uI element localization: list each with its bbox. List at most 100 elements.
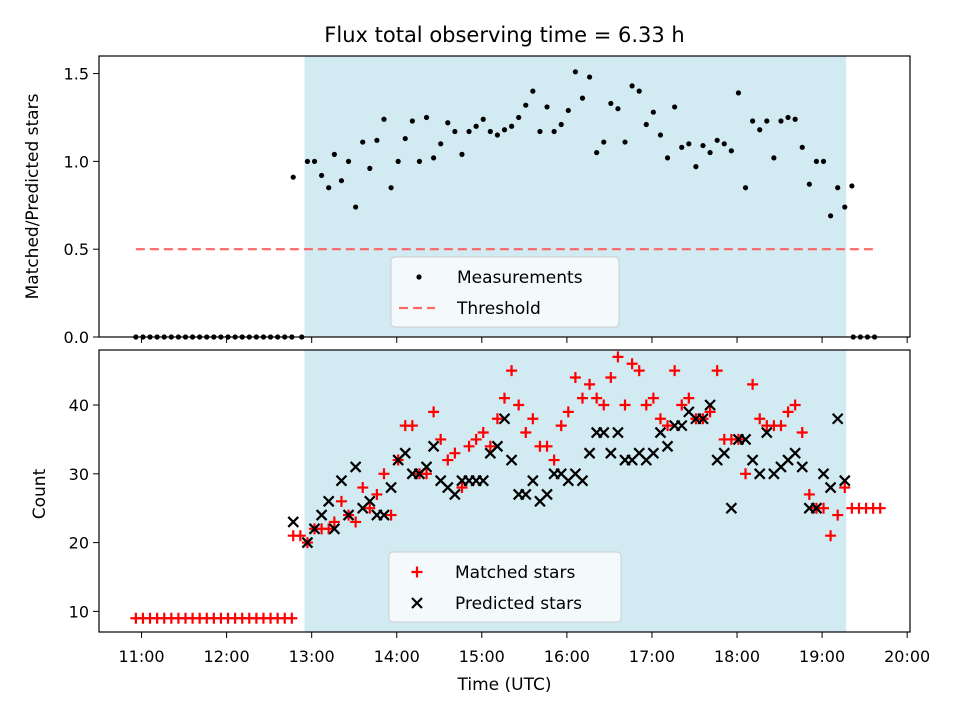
predicted-stars-point bbox=[335, 474, 348, 487]
matched-stars-point bbox=[371, 488, 383, 500]
measurement-point bbox=[388, 185, 394, 191]
y-tick-label: 1.5 bbox=[64, 65, 89, 84]
legend-swatch bbox=[411, 566, 423, 578]
measurement-point bbox=[735, 90, 742, 96]
measurement-point bbox=[813, 158, 820, 164]
matched-stars-point bbox=[775, 420, 787, 432]
measurement-point bbox=[338, 178, 345, 184]
measurement-point bbox=[304, 158, 311, 164]
predicted-stars-point bbox=[824, 481, 837, 494]
measurement-point bbox=[438, 141, 444, 147]
legend-swatch bbox=[411, 597, 423, 609]
matched-stars-point bbox=[654, 413, 666, 425]
matched-stars-point bbox=[832, 509, 844, 521]
legend-label: Threshold bbox=[456, 299, 541, 319]
measurement-point bbox=[835, 185, 841, 191]
predicted-stars-point bbox=[308, 523, 321, 535]
matched-stars-point bbox=[711, 365, 723, 377]
matched-stars-point bbox=[782, 406, 794, 418]
x-tick-label: 19:00 bbox=[799, 647, 845, 666]
measurement-point bbox=[544, 104, 550, 110]
matched-stars-point bbox=[449, 447, 461, 459]
y-tick-label: 30 bbox=[69, 465, 89, 484]
legend-swatch bbox=[416, 274, 422, 280]
measurement-point bbox=[579, 95, 586, 101]
measurement-point bbox=[629, 83, 635, 89]
measurement-point bbox=[409, 118, 415, 124]
measurement-point bbox=[792, 116, 798, 122]
predicted-stars-point bbox=[328, 523, 341, 535]
y-tick-label: 1.0 bbox=[64, 152, 89, 171]
measurement-point bbox=[395, 158, 401, 164]
measurement-point bbox=[431, 155, 437, 161]
measurement-point bbox=[686, 141, 692, 147]
predicted-stars-point bbox=[597, 426, 610, 439]
predicted-stars-point bbox=[583, 447, 596, 459]
predicted-stars-point bbox=[810, 502, 823, 514]
matched-stars-point bbox=[428, 406, 440, 418]
panel-1: 10 20 30 40 11:00 12:00 13:00 14:00 15:00 16:00 17… bbox=[69, 349, 930, 666]
predicted-stars-point bbox=[427, 440, 440, 453]
measurement-point bbox=[650, 109, 656, 115]
matched-stars-point bbox=[286, 612, 298, 624]
measurement-point bbox=[622, 139, 628, 145]
matched-stars-point bbox=[562, 406, 574, 418]
measurement-point bbox=[318, 172, 325, 179]
measurement-point bbox=[530, 88, 536, 94]
matched-stars-point bbox=[506, 365, 518, 377]
measurement-point bbox=[700, 142, 706, 149]
matched-stars-point bbox=[612, 351, 624, 363]
predicted-stars-point bbox=[527, 474, 539, 487]
predicted-stars-point bbox=[746, 454, 759, 466]
measurement-point bbox=[643, 121, 649, 128]
predicted-stars-point bbox=[342, 509, 355, 521]
matched-stars-point bbox=[491, 413, 503, 425]
measurement-point bbox=[558, 121, 564, 128]
measurement-point bbox=[480, 116, 486, 122]
measurement-point bbox=[402, 135, 408, 142]
measurement-point bbox=[494, 132, 501, 138]
matched-stars-point bbox=[484, 440, 496, 452]
matched-stars-point bbox=[406, 420, 418, 432]
measurement-point bbox=[820, 158, 827, 164]
measurement-point bbox=[693, 164, 699, 170]
predicted-stars-point bbox=[789, 447, 801, 459]
matched-stars-point bbox=[499, 392, 510, 404]
predicted-stars-point bbox=[675, 419, 688, 432]
measurement-point bbox=[657, 132, 664, 138]
matched-stars-point bbox=[669, 365, 681, 377]
measurement-point bbox=[374, 137, 380, 143]
legend-label: Measurements bbox=[457, 268, 583, 288]
measurement-point bbox=[459, 151, 465, 157]
predicted-stars-point bbox=[576, 474, 589, 487]
matched-stars-point bbox=[435, 433, 447, 445]
measurement-point bbox=[452, 128, 458, 135]
measurement-point bbox=[799, 144, 805, 150]
measurement-point bbox=[360, 139, 366, 145]
predicted-stars-point bbox=[378, 509, 390, 521]
measurement-point bbox=[473, 123, 479, 129]
matched-stars-point bbox=[626, 358, 638, 370]
matched-stars-point bbox=[421, 468, 433, 480]
matched-stars-point bbox=[662, 420, 674, 432]
predicted-stars-point bbox=[739, 433, 752, 446]
measurement-point bbox=[728, 148, 734, 154]
predicted-stars-point bbox=[385, 481, 397, 494]
matched-stars-point bbox=[584, 378, 596, 390]
matched-stars-point bbox=[569, 372, 581, 384]
predicted-stars-point bbox=[605, 447, 617, 459]
predicted-stars-point bbox=[519, 488, 532, 501]
matched-stars-point bbox=[796, 427, 808, 439]
matched-stars-point bbox=[442, 454, 454, 466]
matched-stars-point bbox=[874, 502, 886, 514]
measurement-point bbox=[608, 100, 614, 107]
matched-stars-point bbox=[470, 433, 482, 445]
predicted-stars-point bbox=[697, 413, 709, 425]
predicted-stars-point bbox=[505, 454, 518, 466]
predicted-stars-point bbox=[761, 426, 773, 439]
measurement-point bbox=[771, 155, 777, 161]
matched-stars-point bbox=[378, 468, 390, 480]
matched-stars-point bbox=[323, 523, 335, 535]
measurement-point bbox=[714, 137, 720, 143]
measurement-point bbox=[311, 158, 318, 164]
